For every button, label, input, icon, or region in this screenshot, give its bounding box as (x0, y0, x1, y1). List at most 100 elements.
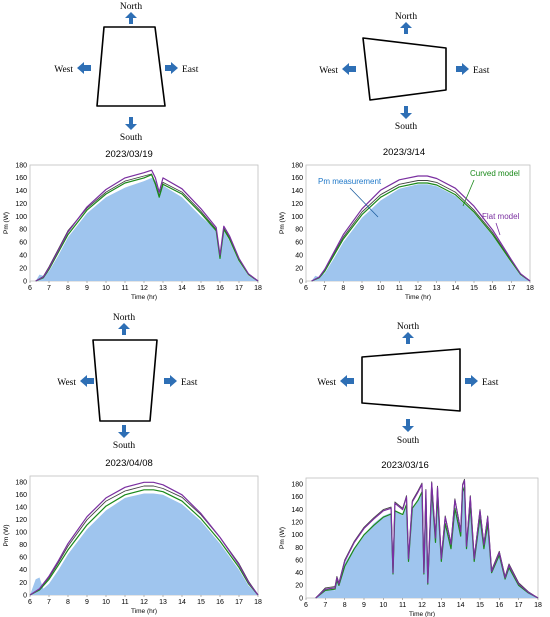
measurement-area (30, 493, 258, 595)
y-tick-label: 60 (19, 240, 27, 247)
y-tick-label: 20 (295, 265, 303, 272)
x-tick-label: 14 (178, 285, 186, 292)
panel-shape (362, 37, 447, 101)
y-tick-label: 20 (295, 583, 303, 590)
y-tick-label: 0 (299, 595, 303, 602)
y-tick-label: 160 (15, 492, 27, 499)
x-tick-label: 10 (377, 285, 385, 292)
south-label: South (395, 122, 417, 132)
x-tick-label: 10 (379, 602, 387, 609)
x-tick-label: 8 (66, 599, 70, 606)
y-tick-label: 80 (295, 545, 303, 552)
x-tick-label: 12 (414, 285, 422, 292)
y-tick-label: 140 (291, 188, 303, 195)
y-tick-label: 180 (291, 162, 303, 169)
arrow-left-icon (77, 62, 91, 74)
y-tick-label: 0 (23, 592, 27, 599)
curved-model-line (35, 174, 259, 282)
x-tick-label: 7 (323, 602, 327, 609)
y-tick-label: 180 (291, 482, 303, 489)
panel-2-date: 2023/3/14 (383, 147, 425, 158)
west-label: West (319, 66, 338, 76)
south-label: South (397, 436, 419, 446)
y-tick-label: 60 (295, 240, 303, 247)
y-tick-label: 120 (15, 517, 27, 524)
west-label: West (57, 378, 76, 388)
y-tick-label: 100 (291, 214, 303, 221)
y-axis-label: Pm (W) (3, 212, 10, 234)
y-tick-label: 20 (19, 265, 27, 272)
y-axis-label: Pm (W) (279, 527, 286, 549)
x-tick-label: 11 (396, 285, 403, 292)
west-label: West (317, 378, 336, 388)
y-tick-label: 140 (291, 507, 303, 514)
panel-3-diagram: North West East South (57, 313, 197, 451)
x-tick-label: 12 (418, 602, 426, 609)
x-axis-label: Time (hr) (405, 294, 431, 301)
chart-2023-03-16: 6 7 8 9 10 11 12 13 14 15 16 17 18020406080100120140… (279, 477, 542, 617)
y-tick-label: 100 (15, 214, 27, 221)
measurement-area (35, 177, 259, 281)
y-tick-label: 80 (19, 227, 27, 234)
panel-shape (361, 348, 461, 412)
x-tick-label: 7 (47, 599, 51, 606)
curved-model-line (311, 182, 531, 282)
x-tick-label: 9 (362, 602, 366, 609)
arrow-left-icon (340, 375, 354, 387)
pm-measurement-pointer (349, 187, 379, 218)
x-tick-label: 13 (437, 602, 445, 609)
y-tick-label: 180 (15, 162, 27, 169)
y-tick-label: 140 (15, 188, 27, 195)
y-tick-label: 180 (15, 480, 27, 487)
arrow-left-icon (342, 63, 356, 75)
x-tick-label: 6 (28, 599, 32, 606)
y-tick-label: 100 (291, 532, 303, 539)
y-tick-label: 120 (291, 201, 303, 208)
x-tick-label: 18 (254, 285, 262, 292)
panel-shape (92, 339, 158, 422)
y-tick-label: 0 (23, 278, 27, 285)
flat-model-pointer (495, 222, 501, 236)
x-tick-label: 15 (470, 285, 478, 292)
x-tick-label: 14 (457, 602, 465, 609)
panel-4-date: 2023/03/16 (381, 460, 429, 471)
x-tick-label: 13 (159, 285, 167, 292)
west-label: West (54, 65, 73, 75)
arrow-up-icon (402, 332, 414, 344)
panel-4-diagram: North West East South (317, 322, 498, 446)
curved-model-pointer (462, 179, 475, 207)
arrow-down-icon (400, 106, 412, 119)
north-label: North (113, 313, 135, 323)
x-tick-label: 17 (515, 602, 523, 609)
x-tick-label: 11 (121, 285, 128, 292)
x-axis-label: Time (hr) (131, 294, 157, 301)
arrow-right-icon (164, 375, 177, 387)
flat-model-line (29, 481, 259, 596)
panel-3-date: 2023/04/08 (105, 458, 153, 469)
x-tick-label: 10 (102, 285, 110, 292)
flat-model-annotation: Flat model (482, 212, 520, 221)
x-tick-label: 9 (85, 599, 89, 606)
panel-2-diagram: North West East South (319, 12, 489, 132)
measurement-area (311, 184, 530, 281)
x-tick-label: 6 (28, 285, 32, 292)
y-tick-label: 100 (15, 530, 27, 537)
x-tick-label: 8 (343, 602, 347, 609)
x-tick-label: 6 (304, 285, 308, 292)
x-tick-label: 16 (216, 599, 224, 606)
y-tick-label: 20 (19, 580, 27, 587)
x-axis-label: Time (hr) (131, 608, 157, 615)
x-tick-label: 11 (399, 602, 406, 609)
x-tick-label: 12 (140, 285, 148, 292)
x-tick-label: 12 (140, 599, 148, 606)
y-tick-label: 120 (15, 201, 27, 208)
x-tick-label: 17 (235, 599, 243, 606)
arrow-down-icon (402, 419, 414, 432)
chart-2023-03-19: 6 7 8 9 10 11 12 13 14 15 16 17 18020406080100120140… (3, 162, 262, 301)
x-tick-label: 17 (507, 285, 515, 292)
curved-model-line (29, 489, 259, 596)
arrow-up-icon (400, 22, 412, 34)
flat-model-line (311, 175, 531, 282)
x-tick-label: 15 (476, 602, 484, 609)
